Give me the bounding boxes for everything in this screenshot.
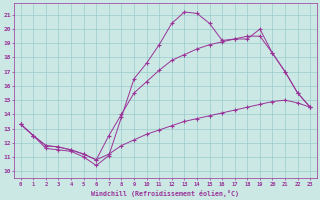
X-axis label: Windchill (Refroidissement éolien,°C): Windchill (Refroidissement éolien,°C) — [92, 190, 239, 197]
